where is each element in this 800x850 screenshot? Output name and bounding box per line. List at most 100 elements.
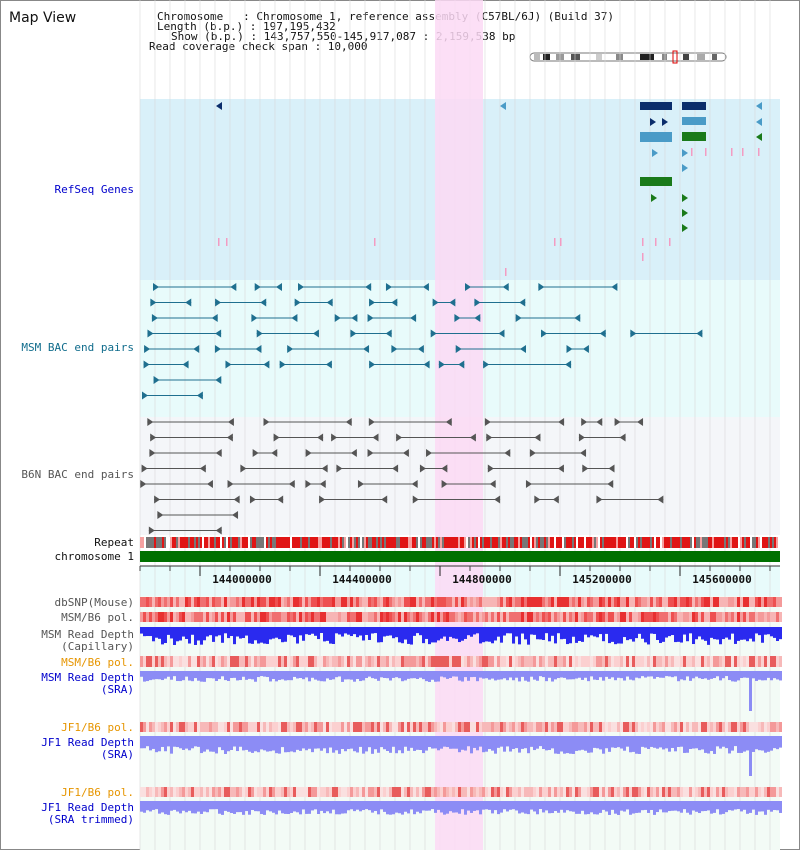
heat-cell [509, 612, 512, 622]
track-label-msm-b6-pol[interactable]: MSM/B6 pol. [61, 611, 134, 624]
depth-bar [383, 801, 386, 812]
msm-b6-pol-heat-track-2[interactable] [140, 656, 782, 667]
depth-bar [323, 736, 326, 749]
depth-bar [230, 801, 233, 813]
bac-end-arrow [502, 283, 509, 291]
depth-bar [743, 627, 746, 640]
repeat-segment [744, 537, 746, 548]
depth-bar [308, 801, 311, 814]
jf1-b6-pol-heat-track-2[interactable] [140, 787, 782, 797]
jf1-read-depth-sra-track[interactable] [140, 736, 782, 776]
track-label-msm-read-depth-sra[interactable]: MSM Read Depth [41, 671, 134, 684]
heat-cell [482, 612, 485, 622]
heat-cell [284, 656, 287, 667]
heat-cell [209, 656, 212, 667]
heat-cell [461, 722, 464, 732]
highlight-region[interactable] [435, 0, 483, 850]
chromosome-bar[interactable] [140, 551, 780, 562]
depth-bar [407, 627, 410, 644]
depth-bar [227, 801, 230, 812]
depth-bar [338, 736, 341, 754]
depth-bar [614, 736, 617, 748]
depth-bar [425, 671, 428, 682]
track-label-chromosome[interactable]: chromosome 1 [54, 550, 134, 563]
heat-cell [590, 656, 593, 667]
window-title: Map View [9, 10, 77, 26]
msm-read-depth-sra-track[interactable] [140, 671, 782, 711]
heat-cell [743, 787, 746, 797]
heat-cell [485, 656, 488, 667]
heat-cell [380, 612, 383, 622]
repeat-segment [538, 537, 540, 548]
repeat-track-bar[interactable] [140, 537, 780, 548]
depth-bar [776, 671, 779, 680]
depth-bar [434, 801, 437, 813]
heat-cell [524, 656, 527, 667]
depth-bar [542, 736, 545, 750]
heat-cell [260, 597, 263, 607]
b6n-bac-features[interactable] [140, 418, 664, 535]
depth-bar [212, 671, 215, 679]
depth-bar [485, 801, 488, 810]
heat-cell [449, 787, 452, 797]
heat-cell [179, 722, 182, 732]
repeat-segment [526, 537, 528, 548]
heat-cell [533, 612, 536, 622]
length-info: Length (b.p.) : 197,195,432 [157, 20, 336, 33]
depth-bar [545, 627, 548, 634]
repeat-segment [244, 537, 246, 548]
track-label-msm-bac[interactable]: MSM BAC end pairs [21, 341, 134, 354]
track-label-msm-read-depth[interactable]: MSM Read Depth [41, 628, 134, 641]
heat-cell [353, 597, 356, 607]
bac-end-arrow [152, 283, 159, 291]
depth-bar [359, 627, 362, 636]
track-label-repeat[interactable]: Repeat [94, 536, 134, 549]
track-label-b6n-bac[interactable]: B6N BAC end pairs [21, 468, 134, 481]
depth-bar [455, 801, 458, 813]
depth-bar [230, 736, 233, 751]
repeat-segment [510, 537, 512, 548]
heat-cell [152, 787, 155, 797]
gene-tick [691, 148, 693, 156]
heat-cell [665, 656, 668, 667]
jf1-b6-pol-heat-track[interactable] [140, 722, 782, 732]
track-label-refseq-genes[interactable]: RefSeq Genes [54, 183, 134, 196]
track-label-msm-b6-pol-2[interactable]: MSM/B6 pol. [61, 656, 134, 669]
bac-end-arrow [151, 314, 158, 322]
depth-bar [359, 801, 362, 812]
track-label-jf1-b6-pol-2[interactable]: JF1/B6 pol. [61, 786, 134, 799]
heat-cell [401, 597, 404, 607]
bac-end-arrow [385, 329, 392, 338]
heat-cell [326, 722, 329, 732]
depth-bar [713, 671, 716, 679]
refseq-genes-features[interactable] [216, 102, 762, 276]
repeat-segment [586, 537, 588, 548]
depth-bar [764, 801, 767, 815]
msm-b6-pol-heat-track[interactable] [140, 612, 782, 622]
heat-cell [551, 612, 554, 622]
repeat-segment [576, 537, 578, 548]
heat-cell [671, 722, 674, 732]
track-label-jf1-b6-pol[interactable]: JF1/B6 pol. [61, 721, 134, 734]
depth-bar [494, 671, 497, 681]
heat-cell [170, 612, 173, 622]
chromosome-ideogram[interactable] [529, 50, 727, 64]
bac-end-arrow [326, 298, 333, 307]
track-label-dbsnp[interactable]: dbSNP(Mouse) [54, 596, 134, 609]
heat-cell [266, 612, 269, 622]
track-label-jf1-read-depth-trimmed[interactable]: JF1 Read Depth [41, 801, 134, 814]
heat-cell [455, 787, 458, 797]
track-label-jf1-read-depth-sra[interactable]: JF1 Read Depth [41, 736, 134, 749]
depth-bar [272, 671, 275, 679]
heat-cell [707, 787, 710, 797]
depth-bar [719, 671, 722, 681]
dbsnp-heat-track[interactable] [140, 597, 782, 607]
heat-cell [545, 612, 548, 622]
repeat-segment [522, 537, 524, 548]
gene-tick [554, 238, 556, 246]
heat-cell [761, 656, 764, 667]
msm-bac-features[interactable] [142, 283, 703, 400]
jf1-read-depth-trimmed-track[interactable] [140, 801, 782, 815]
msm-read-depth-capillary-track[interactable] [140, 627, 782, 645]
